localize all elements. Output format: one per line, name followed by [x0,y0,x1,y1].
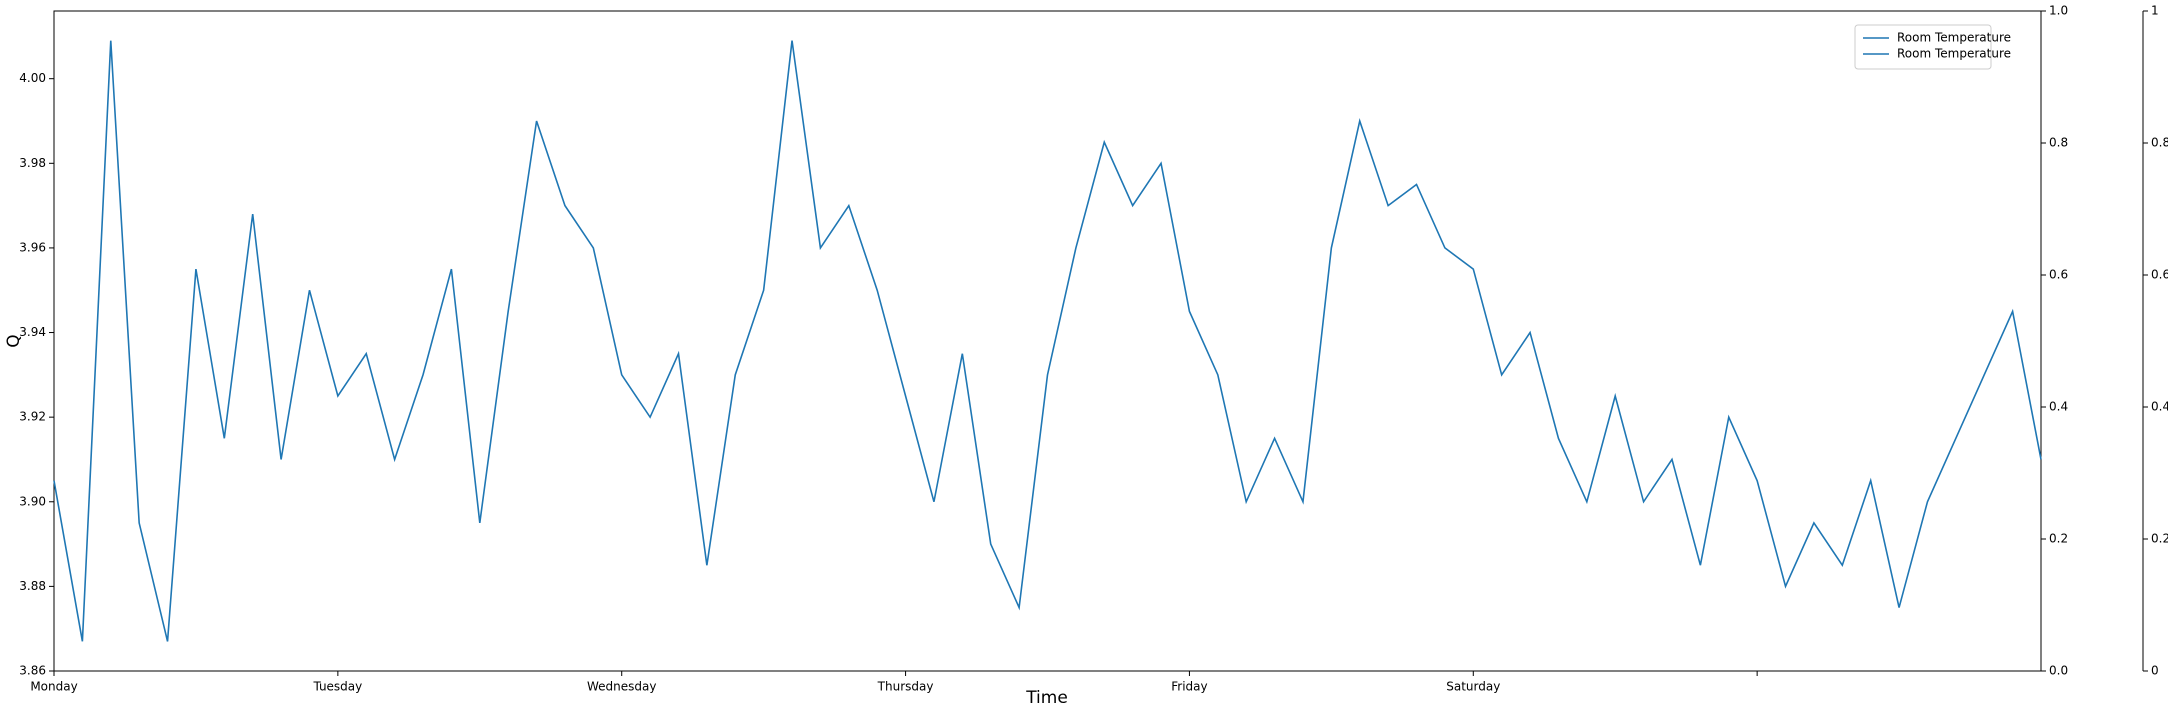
y3-tick-label: 1 [2151,4,2159,18]
y-tick-label: 3.88 [19,579,46,593]
y-tick-label: 3.94 [19,325,46,339]
y2-tick-label: 0.6 [2049,268,2068,282]
plot-frame [53,10,2042,672]
y3-tick-label: 0.8 [2151,136,2168,150]
x-tick-label: Friday [1171,680,1207,694]
legend-label: Room Temperature [1897,31,2011,45]
x-tick-label: Thursday [877,680,934,694]
y3-tick-label: 0.4 [2151,400,2168,414]
y3-tick-label: 0.6 [2151,268,2168,282]
y2-tick-label: 0.0 [2049,664,2068,678]
y-tick-label: 4.00 [19,71,46,85]
y2-tick-label: 0.4 [2049,400,2068,414]
y-axis-title: Q [4,334,24,347]
x-tick-label: Saturday [1446,680,1500,694]
y2-tick-label: 1.0 [2049,4,2068,18]
y-tick-label: 3.92 [19,410,46,424]
data-line [53,40,2042,642]
y-tick-label: 3.96 [19,240,46,254]
y2-tick-label: 0.2 [2049,532,2068,546]
x-tick-label: Monday [30,680,77,694]
x-tick-label: Wednesday [587,680,656,694]
y3-tick-label: 0 [2151,664,2159,678]
y3-tick-label: 0.2 [2151,532,2168,546]
y2-tick-label: 0.8 [2049,136,2068,150]
x-axis-title: Time [1025,688,1068,708]
x-tick-label: Tuesday [312,680,362,694]
y-tick-label: 3.98 [19,156,46,170]
legend-box [1854,24,1992,70]
y-tick-label: 3.90 [19,494,46,508]
legend-label: Room Temperature [1897,47,2011,61]
y-tick-label: 3.86 [19,664,46,678]
